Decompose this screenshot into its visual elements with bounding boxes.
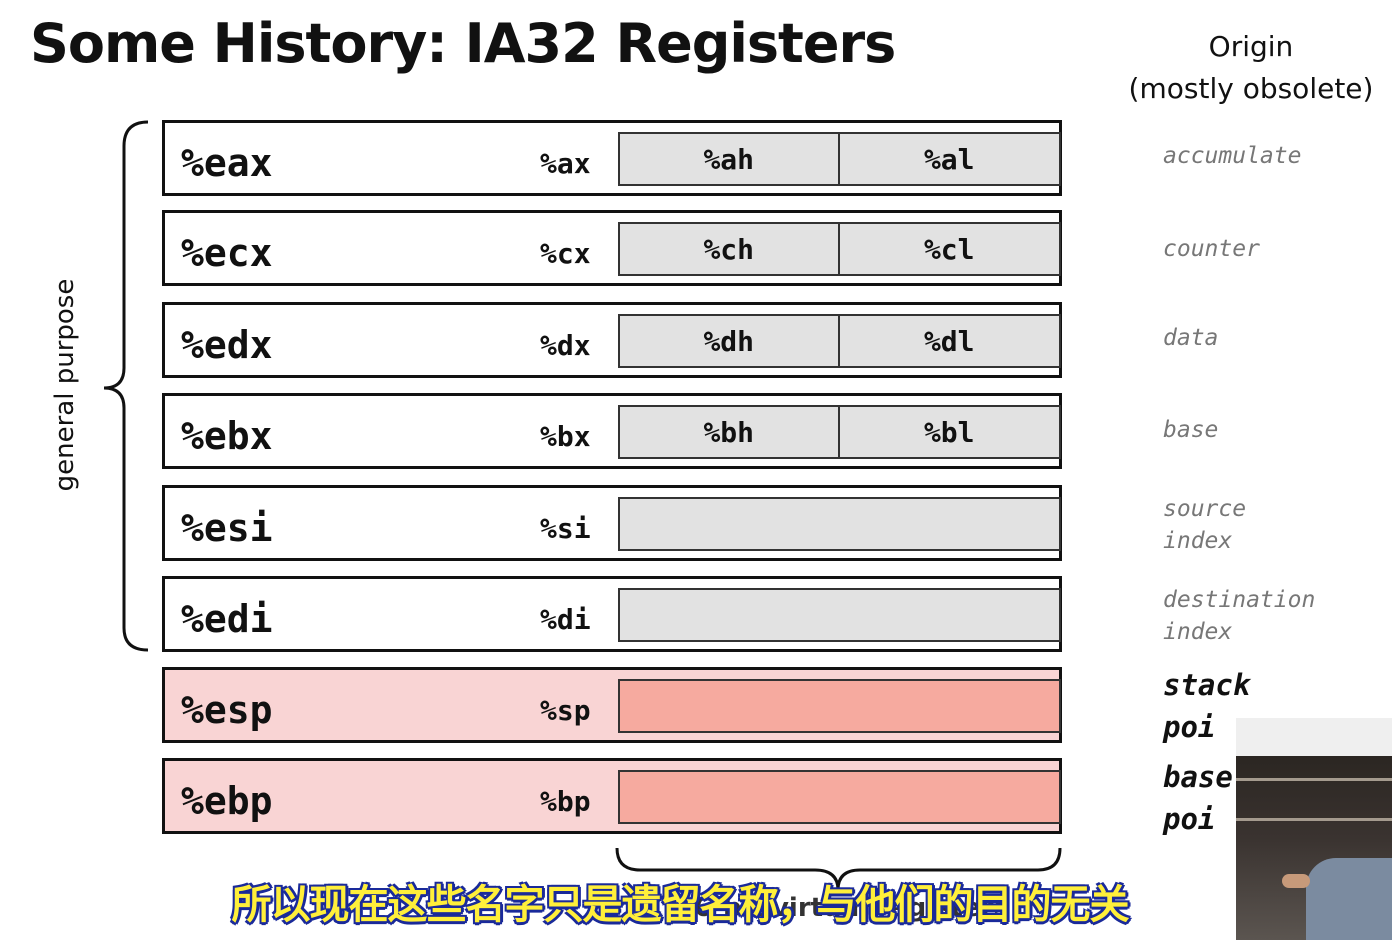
register-origin: stack poi (1163, 664, 1250, 748)
register-name: %eax (181, 141, 273, 185)
register-origin: data (1163, 322, 1218, 354)
register-origin: source index (1163, 493, 1246, 557)
speaker-video-overlay (1236, 718, 1392, 940)
register-name: %ecx (181, 231, 273, 275)
register-16bit-name: %di (540, 603, 591, 636)
shelf-line (1236, 818, 1392, 821)
register-origin-line: base (1163, 417, 1219, 443)
register-origin: base poi (1163, 756, 1233, 840)
register-low-byte: %cl (923, 232, 975, 266)
general-purpose-brace (103, 120, 149, 652)
register-origin-line: source (1163, 496, 1247, 522)
register-high-byte: %bh (620, 407, 840, 457)
register-origin-line: base (1163, 760, 1233, 794)
register-origin: destination index (1163, 584, 1315, 648)
register-origin-line: index (1163, 619, 1233, 645)
register-origin-line: stack (1163, 668, 1251, 702)
register-low-16bit-box: %dh %dl (618, 314, 1061, 368)
register-low-byte: %bl (923, 415, 975, 449)
register-high-byte: %dh (620, 316, 840, 366)
register-origin-line: poi (1163, 802, 1216, 836)
register-16bit-name: %ax (540, 147, 591, 180)
register-origin: accumulate (1163, 140, 1301, 172)
register-16bit-name: %sp (540, 694, 591, 727)
register-name: %edx (181, 323, 273, 367)
register-16bit-name: %bp (540, 785, 591, 818)
origin-header-title: Origin (1208, 30, 1294, 63)
register-row-eax: %eax %ax %ah %al (162, 120, 1062, 196)
register-name: %edi (181, 597, 273, 641)
register-origin-line: accumulate (1163, 143, 1302, 169)
register-origin-line: destination (1163, 587, 1316, 613)
register-low-16bit-box (618, 497, 1061, 551)
register-name: %esp (181, 688, 273, 732)
register-high-byte: %ch (620, 224, 840, 274)
register-high-byte: %ah (620, 134, 840, 184)
register-low-byte: %dl (923, 324, 975, 358)
register-16bit-name: %si (540, 512, 591, 545)
register-name: %ebx (181, 414, 273, 458)
register-16bit-name: %cx (540, 237, 591, 270)
register-row-esi: %esi %si (162, 485, 1062, 561)
register-row-ecx: %ecx %cx %ch %cl (162, 210, 1062, 286)
register-low-16bit-box (618, 770, 1061, 824)
register-row-edx: %edx %dx %dh %dl (162, 302, 1062, 378)
register-16bit-name: %dx (540, 329, 591, 362)
virtual-registers-label: 16-bit virtual registers (676, 893, 1009, 923)
register-row-esp: %esp %sp (162, 667, 1062, 743)
speaker-hand (1282, 874, 1310, 888)
register-16bit-name: %bx (540, 420, 591, 453)
whiteboard-writing (1266, 718, 1386, 726)
shelf-line (1236, 778, 1392, 781)
register-origin-line: data (1163, 325, 1219, 351)
video-subtitle: 所以现在这些名字只是遗留名称，与他们的目的无关 (231, 882, 1130, 928)
register-origin: counter (1163, 233, 1260, 265)
register-low-16bit-box: %ch %cl (618, 222, 1061, 276)
register-origin: base (1163, 414, 1218, 446)
register-low-16bit-box: %bh %bl (618, 405, 1061, 459)
origin-header: Origin (mostly obsolete) (1118, 26, 1384, 110)
cropped-text-line (30, 930, 1230, 940)
register-row-edi: %edi %di (162, 576, 1062, 652)
speaker-figure (1306, 858, 1392, 940)
register-low-16bit-box: %ah %al (618, 132, 1061, 186)
slide-title: Some History: IA32 Registers (30, 12, 896, 75)
register-name: %esi (181, 506, 273, 550)
register-low-16bit-box (618, 588, 1061, 642)
register-row-ebx: %ebx %bx %bh %bl (162, 393, 1062, 469)
register-low-16bit-box (618, 679, 1061, 733)
origin-header-subtitle: (mostly obsolete) (1128, 72, 1374, 105)
register-low-byte: %al (923, 142, 975, 176)
register-origin-line: index (1163, 528, 1233, 554)
register-row-ebp: %ebp %bp (162, 758, 1062, 834)
register-origin-line: counter (1163, 236, 1260, 262)
register-name: %ebp (181, 779, 273, 823)
register-origin-line: poi (1163, 710, 1216, 744)
virtual-registers-brace (615, 847, 1062, 891)
